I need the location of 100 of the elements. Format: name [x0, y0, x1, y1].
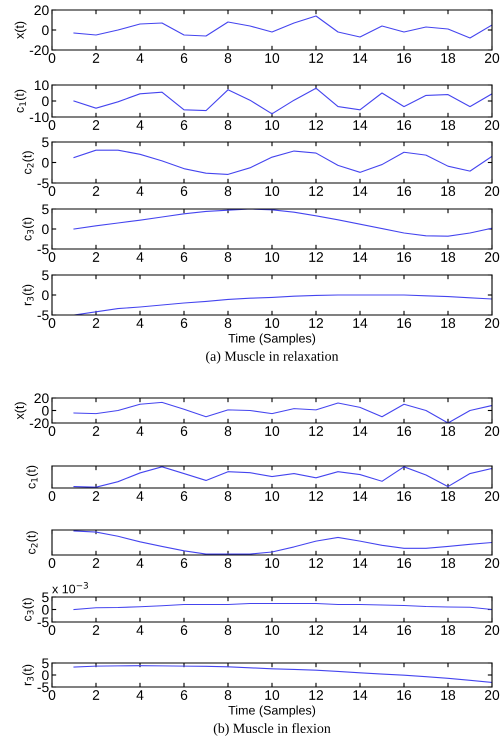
x-tick-label: 6 — [180, 186, 188, 196]
x-tick-label: 0 — [48, 690, 56, 700]
x-tick-label: 4 — [136, 318, 144, 328]
x-tick-label: 14 — [353, 318, 368, 328]
text: x 10$^{−3}$ — [52, 582, 88, 594]
x-tick-label: 4 — [136, 625, 144, 635]
y-tick-label: -20 — [30, 45, 49, 56]
y-tick-label: 0 — [42, 224, 49, 234]
x-tick-label: 6 — [180, 252, 188, 262]
x-tick-label: 12 — [309, 120, 324, 130]
x-tick-label: 14 — [353, 690, 368, 700]
y-tick-label: -5 — [37, 310, 49, 320]
x-tick-label: 0 — [48, 426, 56, 436]
x-tick-label: 2 — [92, 318, 100, 328]
x-tick-label: 4 — [136, 558, 144, 568]
x-tick-label: 18 — [441, 491, 456, 501]
x-tick-label: 14 — [353, 53, 368, 63]
x-tick-label: 18 — [441, 53, 456, 63]
x-tick-label: 10 — [265, 625, 280, 635]
y-tick-label: 5 — [42, 658, 49, 668]
x-tick-label: 0 — [48, 252, 56, 262]
x-tick-label: 2 — [92, 252, 100, 262]
x-tick-label: 2 — [92, 186, 100, 196]
x-tick-label: 20 — [484, 558, 500, 568]
y-axis-title: c$_{2}$(t) — [22, 151, 34, 174]
x-tick-label: 20 — [484, 625, 500, 635]
x-tick-label: 16 — [397, 120, 412, 130]
x-tick-label: 8 — [224, 690, 232, 700]
x-tick-label: 2 — [92, 491, 100, 501]
x-tick-label: 20 — [484, 491, 500, 501]
x-tick-label: 18 — [441, 690, 456, 700]
x-tick-label: 10 — [265, 120, 280, 130]
y-tick-label: -5 — [37, 178, 49, 188]
x-tick-label: 12 — [309, 252, 324, 262]
x-tick-label: 20 — [484, 426, 500, 436]
x-tick-label: 12 — [309, 690, 324, 700]
x-tick-label: 6 — [180, 491, 188, 501]
x-tick-label: 14 — [353, 120, 368, 130]
x-tick-label: 12 — [309, 186, 324, 196]
x-tick-label: 0 — [48, 625, 56, 635]
x-tick-label: 6 — [180, 690, 188, 700]
x-tick-label: 18 — [441, 120, 456, 130]
y-tick-label: -5 — [37, 244, 49, 254]
x-tick-label: 4 — [136, 53, 144, 63]
y-tick-label: 5 — [42, 204, 49, 214]
y-tick-label: 5 — [42, 137, 49, 148]
x-tick-label: 0 — [48, 53, 56, 63]
x-tick-label: 12 — [309, 625, 324, 635]
line-series — [73, 150, 492, 175]
y-tick-label: 0 — [42, 290, 49, 300]
y-tick-label: 0 — [42, 406, 49, 416]
x-tick-label: 10 — [265, 690, 280, 700]
y-tick-label: 0 — [42, 670, 49, 680]
x-tick-label: 6 — [180, 625, 188, 635]
x-tick-label: 4 — [136, 186, 144, 196]
x-tick-label: 14 — [353, 491, 368, 501]
x-tick-label: 16 — [397, 318, 412, 328]
x-tick-label: 16 — [397, 252, 412, 262]
x-tick-label: 8 — [224, 53, 232, 63]
x-tick-label: 18 — [441, 318, 456, 328]
x-tick-label: 10 — [265, 53, 280, 63]
x-tick-label: 12 — [309, 53, 324, 63]
x-tick-label: 14 — [353, 625, 368, 635]
x-tick-label: 20 — [484, 53, 500, 63]
y-tick-label: -5 — [37, 682, 49, 692]
x-tick-label: 4 — [136, 252, 144, 262]
x-tick-label: 0 — [48, 491, 56, 501]
x-tick-label: 12 — [309, 491, 324, 501]
x-tick-label: 16 — [397, 186, 412, 196]
y-tick-label: 0 — [42, 158, 49, 168]
x-tick-label: 10 — [265, 558, 280, 568]
x-tick-label: 4 — [136, 690, 144, 700]
x-tick-label: 6 — [180, 53, 188, 63]
x-tick-label: 0 — [48, 318, 56, 328]
y-axis-title: r$_{3}$(t) — [22, 284, 34, 306]
x-tick-label: 8 — [224, 491, 232, 501]
x-tick-label: 20 — [484, 690, 500, 700]
y-tick-label: -10 — [30, 112, 49, 122]
line-series — [73, 15, 492, 39]
x-tick-label: 0 — [48, 558, 56, 568]
line-series — [73, 402, 492, 423]
line-series — [73, 209, 492, 237]
line-series — [73, 294, 492, 315]
y-axis-title: x(t) — [14, 402, 26, 420]
y-axis-title: c$_{1}$(t) — [26, 466, 38, 489]
x-tick-label: 14 — [353, 252, 368, 262]
x-tick-label: 18 — [441, 426, 456, 436]
x-tick-label: 2 — [92, 53, 100, 63]
line-series — [73, 88, 492, 114]
x-axis-title: Time (Samples) — [228, 334, 316, 346]
x-tick-label: 18 — [441, 186, 456, 196]
x-tick-label: 12 — [309, 426, 324, 436]
x-tick-label: 16 — [397, 690, 412, 700]
x-tick-label: 20 — [484, 120, 500, 130]
x-tick-label: 0 — [48, 186, 56, 196]
y-tick-label: 5 — [42, 270, 49, 280]
x-tick-label: 14 — [353, 558, 368, 568]
x-tick-label: 16 — [397, 426, 412, 436]
x-tick-label: 8 — [224, 186, 232, 196]
x-tick-label: 4 — [136, 426, 144, 436]
